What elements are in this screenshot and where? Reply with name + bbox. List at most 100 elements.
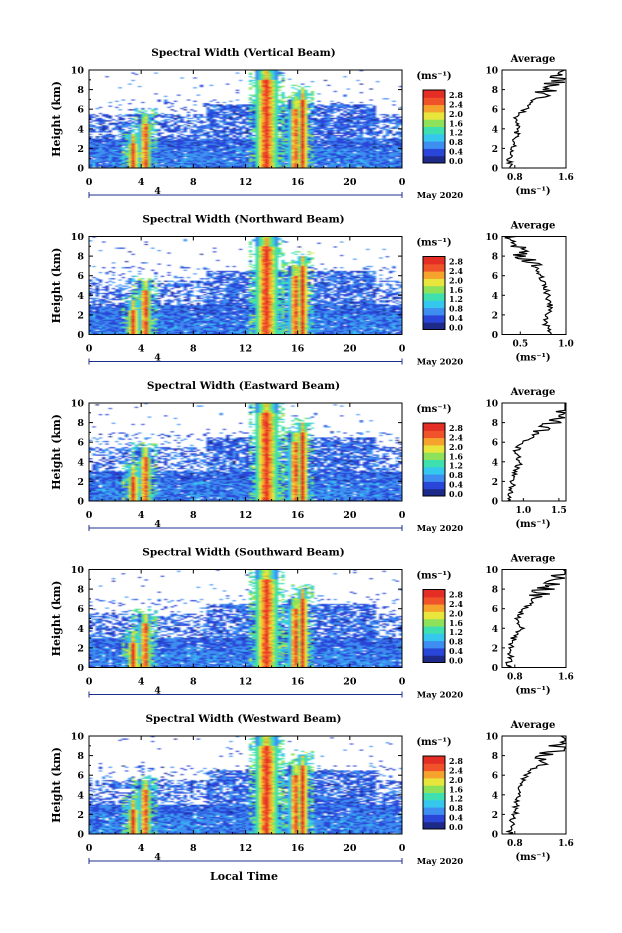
colorbar-tick-label: 2.8 bbox=[449, 423, 463, 433]
average-title: Average bbox=[510, 221, 556, 232]
date-day-label: 4 bbox=[154, 186, 161, 197]
colorbar-unit: (ms⁻¹) bbox=[416, 404, 451, 415]
date-label: May 2020 bbox=[417, 524, 464, 534]
avg-y-tick-label: 8 bbox=[492, 752, 498, 762]
x-tick-label: 16 bbox=[291, 843, 305, 854]
avg-x-label: (ms⁻¹) bbox=[515, 686, 550, 697]
colorbar-segment bbox=[423, 756, 445, 764]
average-frame bbox=[501, 69, 567, 169]
y-tick-label: 2 bbox=[77, 477, 84, 488]
avg-y-tick-label: 2 bbox=[492, 145, 498, 155]
y-tick-label: 10 bbox=[71, 399, 85, 410]
colorbar-tick-label: 2.4 bbox=[449, 99, 463, 109]
colorbar-segment bbox=[423, 437, 445, 446]
x-tick-label: 0 bbox=[86, 344, 93, 355]
x-tick-label: 4 bbox=[138, 843, 145, 854]
y-tick-label: 2 bbox=[77, 310, 84, 321]
colorbar-tick-label: 2.0 bbox=[449, 275, 463, 285]
avg-y-tick-label: 2 bbox=[492, 644, 498, 654]
colorbar-tick-label: 1.2 bbox=[449, 294, 463, 304]
colorbar-segment bbox=[423, 655, 445, 663]
colorbar-segment bbox=[423, 589, 445, 598]
colorbar-segment bbox=[423, 640, 445, 649]
colorbar-frame bbox=[422, 589, 446, 663]
x-tick-label: 16 bbox=[291, 510, 305, 521]
colorbar-segment bbox=[423, 293, 445, 301]
x-tick-label: 4 bbox=[138, 344, 145, 355]
y-tick-label: 0 bbox=[77, 663, 84, 674]
y-tick-label: 2 bbox=[77, 144, 84, 155]
colorbar-segment bbox=[423, 763, 445, 772]
colorbar-tick-label: 1.2 bbox=[449, 794, 463, 804]
colorbar-tick-label: 2.4 bbox=[449, 599, 463, 609]
average-frame bbox=[501, 569, 567, 668]
avg-x-tick-label: 1.0 bbox=[515, 506, 531, 516]
date-label: May 2020 bbox=[417, 691, 464, 701]
colorbar-segment bbox=[423, 618, 445, 627]
y-tick-label: 8 bbox=[77, 418, 84, 429]
y-axis-label: Height (km) bbox=[50, 414, 63, 490]
avg-x-tick-label: 0.8 bbox=[507, 173, 523, 183]
heatmap-image bbox=[89, 736, 402, 834]
average-frame bbox=[501, 735, 567, 835]
y-tick-label: 4 bbox=[77, 124, 84, 135]
panel-title: Spectral Width (Westward Beam) bbox=[145, 713, 341, 725]
colorbar-tick-label: 2.8 bbox=[449, 257, 463, 267]
y-tick-label: 0 bbox=[77, 497, 84, 508]
avg-y-tick-label: 0 bbox=[492, 498, 498, 508]
colorbar-segment bbox=[423, 459, 445, 468]
average-profile-line bbox=[505, 568, 566, 669]
date-label: May 2020 bbox=[417, 857, 464, 867]
y-tick-label: 8 bbox=[77, 751, 84, 762]
colorbar-segment bbox=[423, 430, 445, 439]
y-tick-label: 2 bbox=[77, 810, 84, 821]
avg-y-tick-label: 2 bbox=[492, 311, 498, 321]
colorbar-segment bbox=[423, 821, 445, 830]
heatmap-image bbox=[89, 403, 402, 501]
avg-y-tick-label: 4 bbox=[492, 292, 498, 302]
avg-y-tick-label: 4 bbox=[492, 458, 498, 468]
y-tick-label: 6 bbox=[77, 271, 84, 282]
colorbar-tick-label: 1.6 bbox=[449, 784, 463, 794]
colorbar-tick-label: 2.8 bbox=[449, 590, 463, 600]
average-frame bbox=[501, 402, 567, 502]
x-tick-label: 8 bbox=[190, 177, 197, 188]
x-tick-label: 16 bbox=[291, 177, 305, 188]
colorbar-tick-label: 2.8 bbox=[449, 90, 463, 100]
date-day-label: 4 bbox=[154, 353, 161, 364]
colorbar-segment bbox=[423, 466, 445, 475]
x-tick-label: 0 bbox=[399, 843, 406, 854]
colorbar-frame bbox=[422, 422, 446, 497]
y-tick-label: 8 bbox=[77, 585, 84, 596]
x-tick-label: 4 bbox=[138, 177, 145, 188]
colorbar-tick-label: 2.4 bbox=[449, 432, 463, 442]
average-profile-line bbox=[505, 69, 567, 169]
average-title: Average bbox=[510, 720, 556, 731]
x-tick-label: 20 bbox=[343, 177, 357, 188]
colorbar-tick-label: 0.8 bbox=[449, 470, 463, 480]
x-tick-label: 16 bbox=[291, 344, 305, 355]
colorbar-segment bbox=[423, 322, 445, 330]
colorbar-tick-label: 2.0 bbox=[449, 442, 463, 452]
x-axis-label: Local Time bbox=[210, 870, 278, 883]
colorbar-segment bbox=[423, 626, 445, 634]
colorbar-unit: (ms⁻¹) bbox=[416, 71, 451, 82]
y-tick-label: 0 bbox=[77, 164, 84, 175]
y-tick-label: 8 bbox=[77, 252, 84, 263]
colorbar-segment bbox=[423, 155, 445, 164]
y-tick-label: 8 bbox=[77, 85, 84, 96]
colorbar-tick-label: 2.4 bbox=[449, 266, 463, 276]
avg-x-tick-label: 1.6 bbox=[558, 839, 574, 849]
colorbar-frame bbox=[422, 256, 446, 330]
y-tick-label: 0 bbox=[77, 830, 84, 841]
x-tick-label: 0 bbox=[86, 177, 93, 188]
heatmap-image bbox=[89, 236, 402, 335]
panel-title: Spectral Width (Southward Beam) bbox=[142, 547, 344, 559]
colorbar-tick-label: 0.4 bbox=[449, 480, 463, 490]
colorbar-tick-label: 0.0 bbox=[449, 323, 463, 333]
x-tick-label: 20 bbox=[343, 843, 357, 854]
avg-x-tick-label: 1.0 bbox=[558, 340, 574, 350]
colorbar-segment bbox=[423, 604, 445, 612]
colorbar-segment bbox=[423, 307, 445, 316]
avg-y-tick-label: 10 bbox=[485, 566, 498, 576]
